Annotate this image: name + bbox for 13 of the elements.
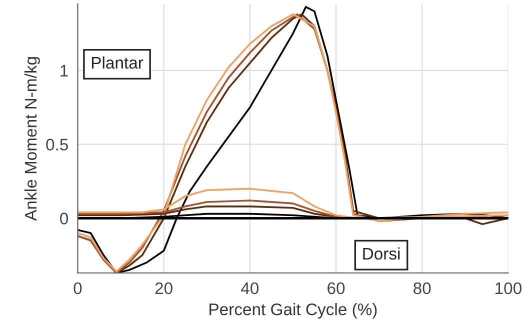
x-tick-label: 80 xyxy=(414,282,431,294)
x-tick-label: 60 xyxy=(328,282,345,294)
y-tick-label: 1 xyxy=(60,65,68,77)
x-tick-label: 100 xyxy=(496,282,522,294)
y-tick-label: 0 xyxy=(60,212,68,224)
x-tick-label: 0 xyxy=(74,282,82,294)
x-tick-label: 40 xyxy=(241,282,259,294)
y-axis-title: Ankle Moment N-m/kg xyxy=(24,57,40,221)
annotation: Plantar xyxy=(92,56,144,69)
x-tick-label: 20 xyxy=(155,282,172,294)
annotation: Dorsi xyxy=(363,247,400,260)
x-axis-title: Percent Gait Cycle (%) xyxy=(210,303,377,319)
y-tick-label: 0.5 xyxy=(46,138,68,151)
